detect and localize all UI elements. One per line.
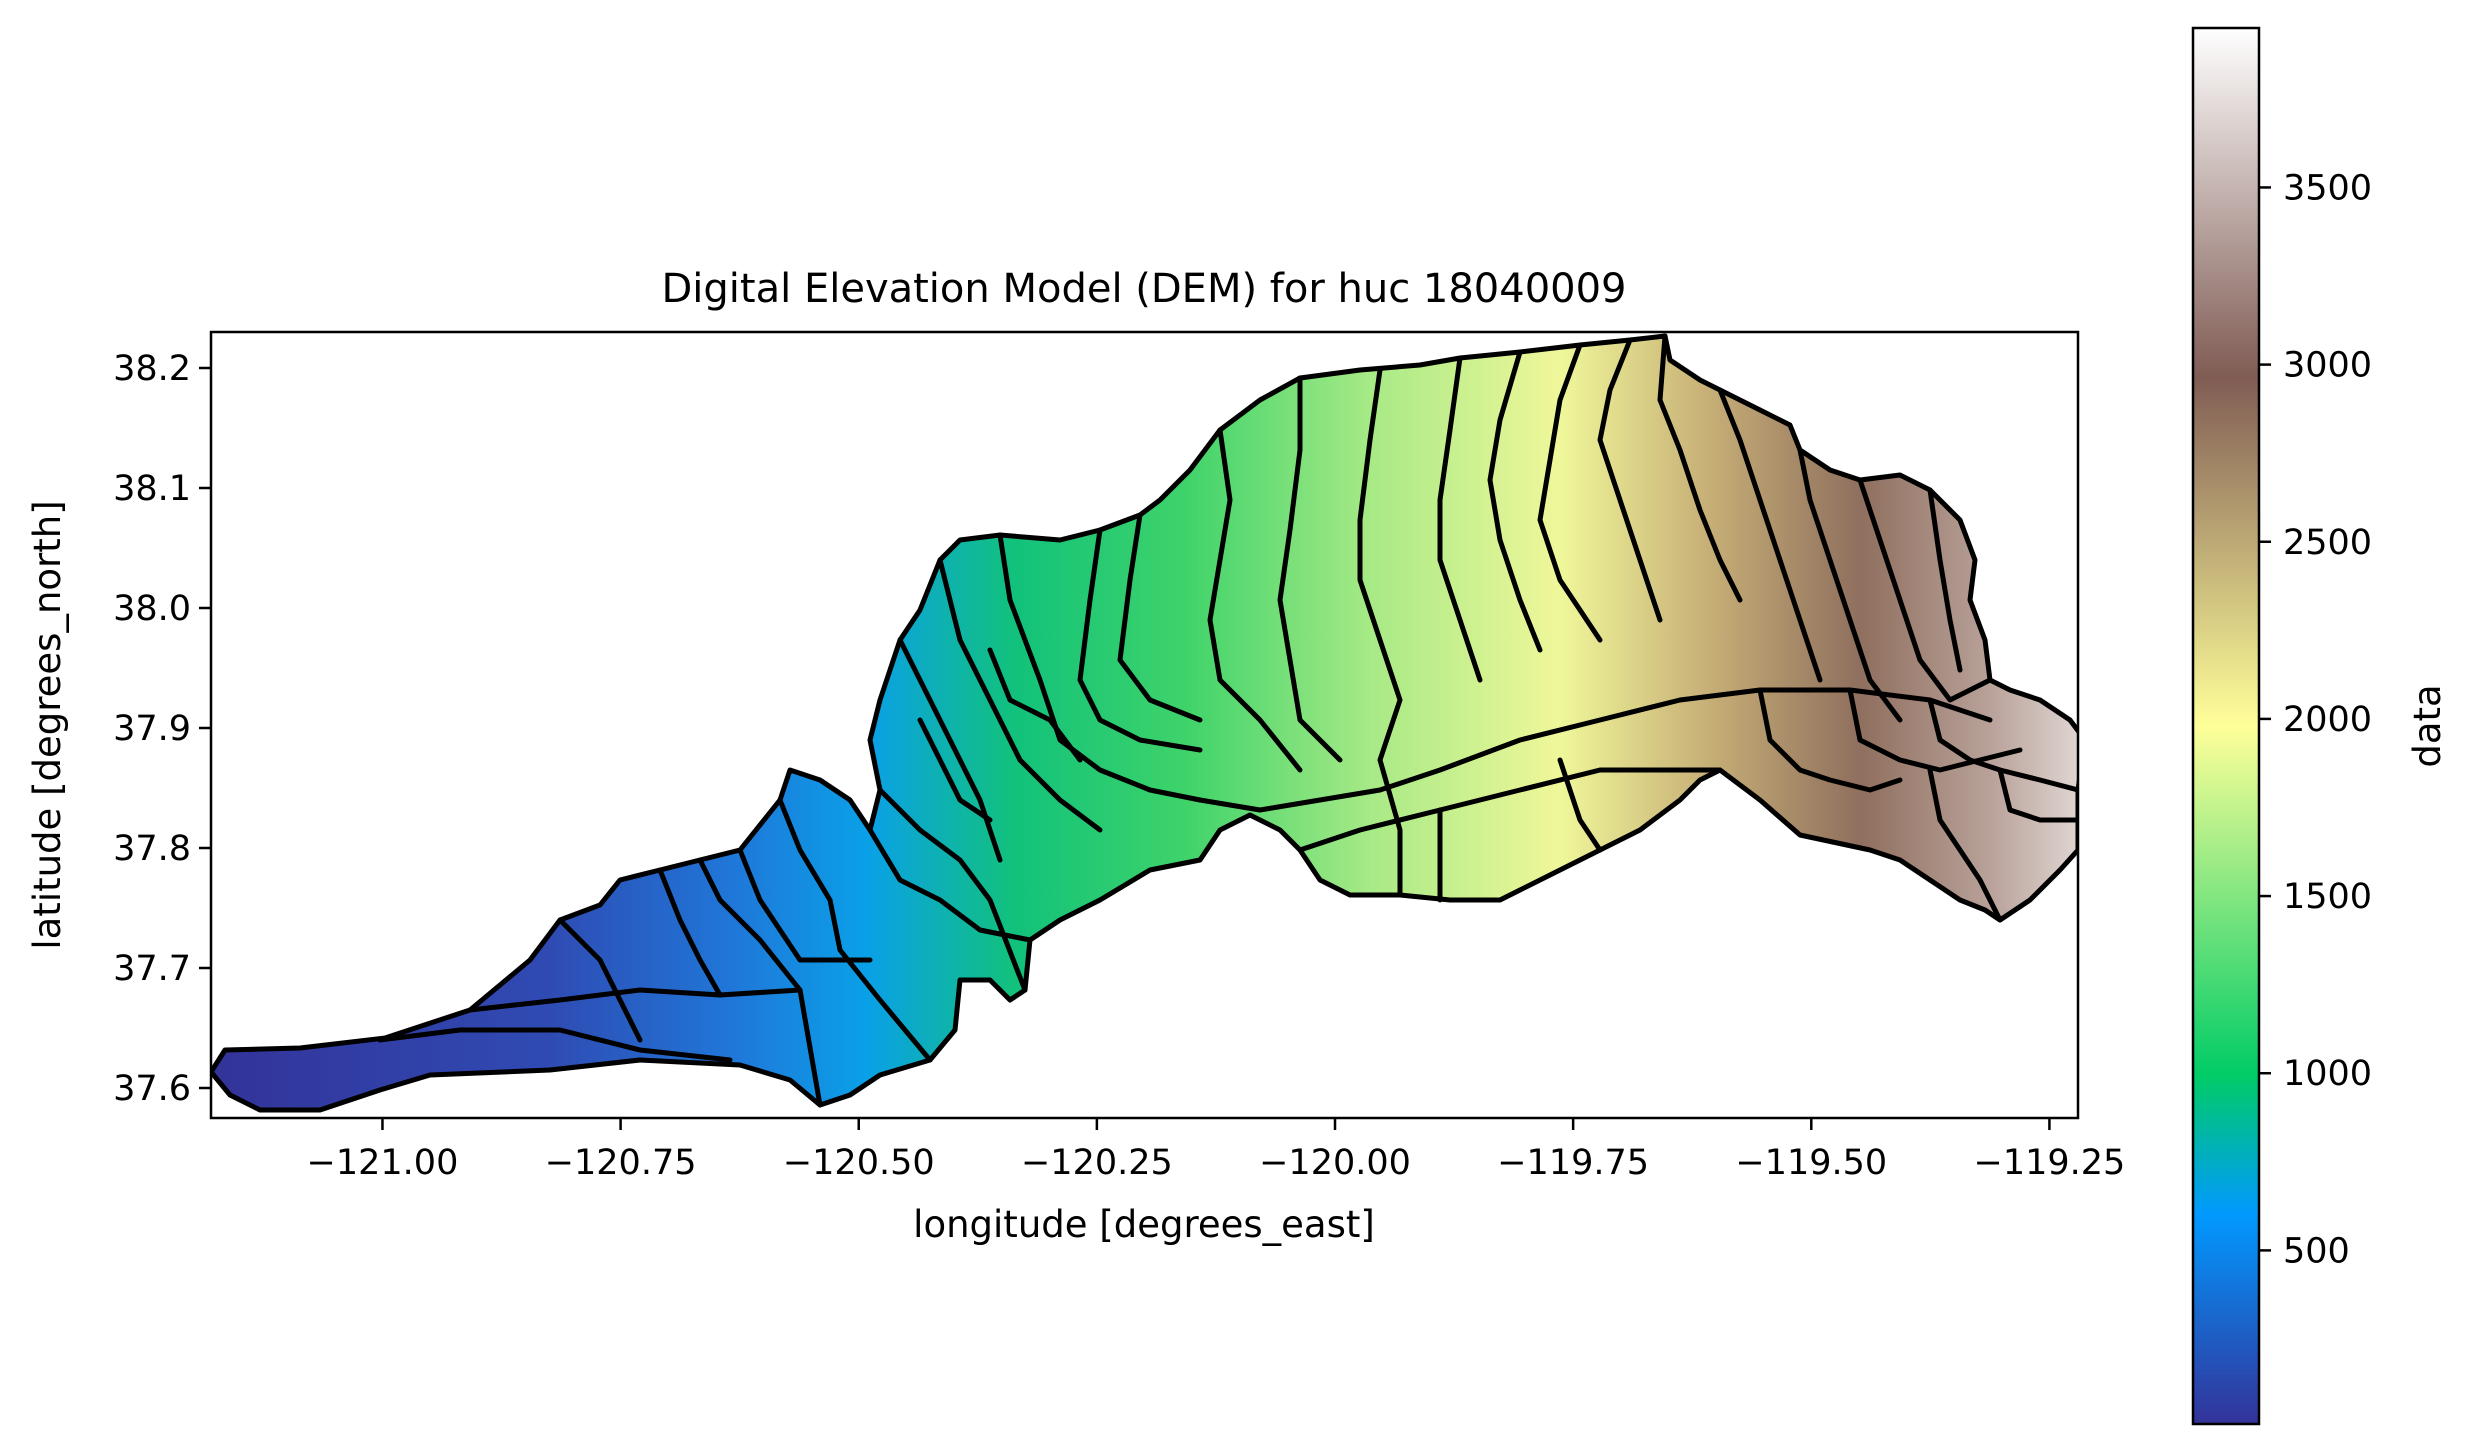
x-tick-label: −120.25	[1021, 1143, 1173, 1183]
plot-area: −121.00 −120.75 −120.50 −120.25 −120.00 −119.…	[113, 330, 2126, 1183]
x-axis-label: longitude [degrees_east]	[913, 1203, 1375, 1246]
y-tick-label: 38.2	[113, 349, 191, 389]
colorbar-tick-label: 3000	[2283, 346, 2372, 386]
x-tick-label: −119.50	[1735, 1143, 1887, 1183]
y-tick-label: 38.1	[113, 469, 191, 509]
y-tick-label: 37.8	[113, 829, 191, 869]
y-axis-label: latitude [degrees_north]	[26, 500, 69, 949]
x-axis-ticks: −121.00 −120.75 −120.50 −120.25 −120.00 −119.…	[307, 1118, 2126, 1183]
colorbar-tick-label: 1500	[2283, 877, 2372, 917]
colorbar-gradient	[2191, 26, 2261, 1426]
x-tick-label: −119.25	[1974, 1143, 2126, 1183]
x-tick-label: −119.75	[1497, 1143, 1649, 1183]
colorbar-tick-label: 500	[2283, 1231, 2350, 1271]
y-tick-label: 37.6	[113, 1069, 191, 1109]
axes-frame	[209, 330, 2080, 1120]
x-tick-label: −121.00	[307, 1143, 459, 1183]
colorbar-tick-label: 3500	[2283, 168, 2372, 208]
colorbar: 500 1000 1500 2000 2500 3000 3500 data	[2191, 26, 2449, 1426]
x-tick-label: −120.00	[1259, 1143, 1411, 1183]
x-tick-label: −120.75	[545, 1143, 697, 1183]
colorbar-ticks: 500 1000 1500 2000 2500 3000 3500	[2259, 168, 2372, 1271]
y-tick-label: 37.9	[113, 709, 191, 749]
subbasin-boundaries	[377, 333, 2078, 1108]
colorbar-tick-label: 1000	[2283, 1054, 2372, 1094]
colorbar-tick-label: 2500	[2283, 523, 2372, 563]
y-tick-label: 38.0	[113, 589, 191, 629]
x-tick-label: −120.50	[783, 1143, 935, 1183]
colorbar-label: data	[2406, 684, 2449, 767]
y-tick-label: 37.7	[113, 949, 191, 989]
colorbar-tick-label: 2000	[2283, 700, 2372, 740]
watershed-elevation-raster	[211, 333, 2078, 1113]
chart-title: Digital Elevation Model (DEM) for huc 18…	[662, 266, 1627, 312]
y-axis-ticks: 37.6 37.7 37.8 37.9 38.0 38.1 38.2	[113, 349, 211, 1109]
